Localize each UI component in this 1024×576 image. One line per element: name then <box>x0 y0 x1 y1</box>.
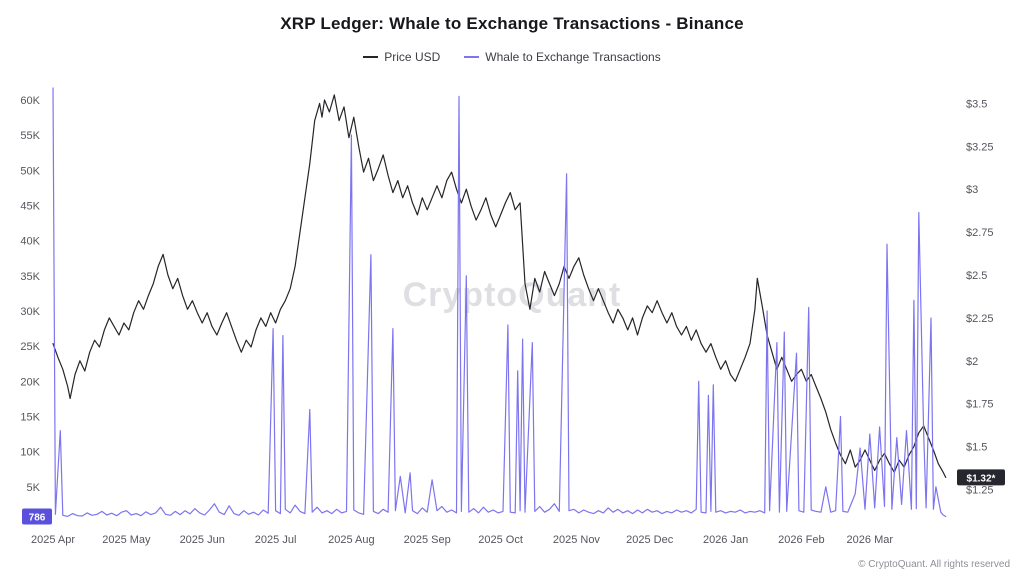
whale-current-value-badge <box>22 508 52 525</box>
left-axis-tick: 40K <box>20 236 40 248</box>
right-axis-tick: $3.5 <box>966 98 987 110</box>
x-axis-tick: 2026 Jan <box>703 534 748 546</box>
right-axis-tick: $2.25 <box>966 313 994 325</box>
left-axis-tick: 25K <box>20 341 40 353</box>
right-axis-tick: $2 <box>966 356 978 368</box>
x-axis-tick: 2025 Oct <box>478 534 523 546</box>
legend-item-whale[interactable]: Whale to Exchange Transactions <box>464 50 661 64</box>
x-axis-tick: 2025 Dec <box>626 534 674 546</box>
left-axis-tick: 30K <box>20 306 40 318</box>
left-axis-tick: 10K <box>20 447 40 459</box>
right-axis-tick: $1.5 <box>966 442 987 454</box>
price-line-swatch <box>363 56 379 58</box>
copyright-text: © CryptoQuant. All rights reserved <box>858 559 1010 570</box>
whale-transactions-line <box>52 87 947 518</box>
whale-line-swatch <box>464 56 480 58</box>
left-axis-tick: 35K <box>20 271 40 283</box>
legend-label-whale: Whale to Exchange Transactions <box>485 50 661 64</box>
left-axis-tick: 45K <box>20 201 40 213</box>
right-axis-tick: $3 <box>966 184 978 196</box>
left-axis-tick: 15K <box>20 412 40 424</box>
price-current-value-text: $1.32* <box>967 473 996 484</box>
x-axis-tick: 2025 Nov <box>553 534 601 546</box>
legend-label-price: Price USD <box>384 50 441 64</box>
right-axis-tick: $1.25 <box>966 484 994 496</box>
left-axis-tick: 20K <box>20 376 40 388</box>
right-axis-tick: $2.75 <box>966 227 994 239</box>
x-axis-tick: 2025 Jun <box>180 534 225 546</box>
x-axis-tick: 2025 Apr <box>31 534 75 546</box>
left-axis-tick: 55K <box>20 130 40 142</box>
x-axis-tick: 2025 Aug <box>328 534 375 546</box>
legend-item-price[interactable]: Price USD <box>363 50 440 64</box>
chart-title: XRP Ledger: Whale to Exchange Transactio… <box>280 14 744 33</box>
left-axis-tick: 5K <box>27 482 41 494</box>
x-axis-tick: 2025 Sep <box>404 534 451 546</box>
right-axis-tick: $3.25 <box>966 141 994 153</box>
price-usd-line <box>52 94 947 478</box>
right-axis-tick: $2.5 <box>966 270 987 282</box>
right-axis-tick: $1.75 <box>966 399 994 411</box>
left-axis-tick: 50K <box>20 165 40 177</box>
x-axis-tick: 2025 Jul <box>255 534 297 546</box>
left-axis-tick: 60K <box>20 95 40 107</box>
x-axis-tick: 2026 Mar <box>847 534 894 546</box>
x-axis-tick: 2025 May <box>102 534 151 546</box>
x-axis-tick: 2026 Feb <box>778 534 824 546</box>
whale-current-value-text: 786 <box>29 513 46 524</box>
price-current-value-badge <box>957 469 1005 486</box>
legend: Price USD Whale to Exchange Transactions <box>0 50 1024 64</box>
